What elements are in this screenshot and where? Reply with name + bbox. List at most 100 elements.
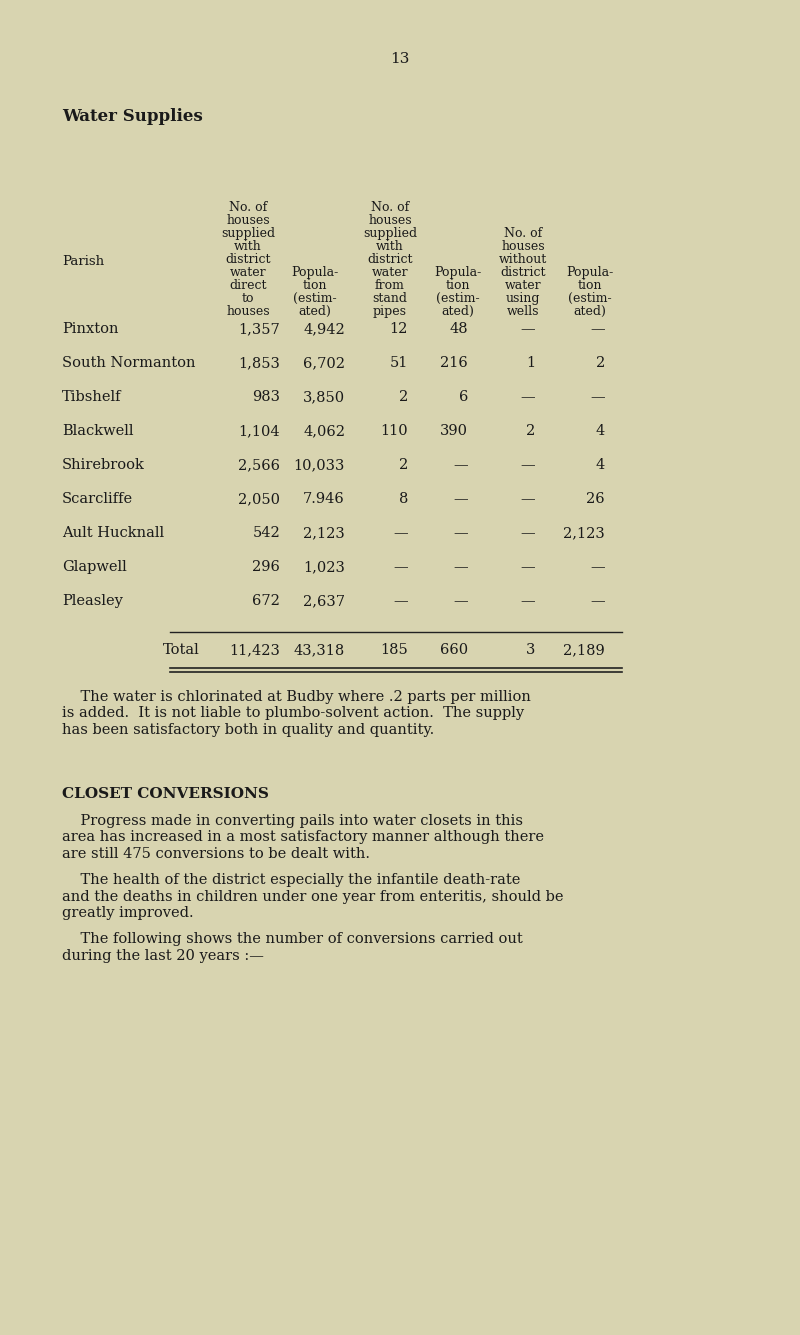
Text: 6: 6: [458, 390, 468, 405]
Text: —: —: [520, 559, 535, 574]
Text: has been satisfactory both in quality and quantity.: has been satisfactory both in quality an…: [62, 724, 434, 737]
Text: 12: 12: [390, 322, 408, 336]
Text: tion: tion: [302, 279, 327, 292]
Text: water: water: [372, 266, 408, 279]
Text: 983: 983: [252, 390, 280, 405]
Text: 2: 2: [596, 356, 605, 370]
Text: 390: 390: [440, 425, 468, 438]
Text: pipes: pipes: [373, 304, 407, 318]
Text: 296: 296: [252, 559, 280, 574]
Text: ated): ated): [574, 304, 606, 318]
Text: 10,033: 10,033: [294, 458, 345, 473]
Text: houses: houses: [226, 214, 270, 227]
Text: —: —: [590, 559, 605, 574]
Text: The water is chlorinated at Budby where .2 parts per million: The water is chlorinated at Budby where …: [62, 690, 531, 704]
Text: supplied: supplied: [363, 227, 417, 240]
Text: Pleasley: Pleasley: [62, 594, 123, 607]
Text: 1,104: 1,104: [238, 425, 280, 438]
Text: 11,423: 11,423: [229, 643, 280, 657]
Text: (estim-: (estim-: [568, 292, 612, 304]
Text: Total: Total: [163, 643, 200, 657]
Text: ated): ated): [442, 304, 474, 318]
Text: water: water: [505, 279, 542, 292]
Text: 3: 3: [526, 643, 535, 657]
Text: houses: houses: [226, 304, 270, 318]
Text: from: from: [375, 279, 405, 292]
Text: stand: stand: [373, 292, 407, 304]
Text: The health of the district especially the infantile death-rate: The health of the district especially th…: [62, 873, 520, 886]
Text: —: —: [454, 458, 468, 473]
Text: 48: 48: [450, 322, 468, 336]
Text: 4: 4: [596, 458, 605, 473]
Text: during the last 20 years :—: during the last 20 years :—: [62, 949, 264, 963]
Text: Glapwell: Glapwell: [62, 559, 126, 574]
Text: 672: 672: [252, 594, 280, 607]
Text: Popula-: Popula-: [291, 266, 338, 279]
Text: CLOSET CONVERSIONS: CLOSET CONVERSIONS: [62, 788, 269, 801]
Text: district: district: [500, 266, 546, 279]
Text: direct: direct: [230, 279, 266, 292]
Text: 2: 2: [398, 390, 408, 405]
Text: 2,123: 2,123: [563, 526, 605, 539]
Text: 2,050: 2,050: [238, 493, 280, 506]
Text: 185: 185: [380, 643, 408, 657]
Text: ated): ated): [298, 304, 331, 318]
Text: The following shows the number of conversions carried out: The following shows the number of conver…: [62, 933, 522, 947]
Text: —: —: [454, 594, 468, 607]
Text: Ault Hucknall: Ault Hucknall: [62, 526, 164, 539]
Text: 7.946: 7.946: [303, 493, 345, 506]
Text: Shirebrook: Shirebrook: [62, 458, 145, 473]
Text: and the deaths in children under one year from enteritis, should be: and the deaths in children under one yea…: [62, 889, 563, 904]
Text: 2,123: 2,123: [303, 526, 345, 539]
Text: district: district: [226, 254, 270, 266]
Text: is added.  It is not liable to plumbo-solvent action.  The supply: is added. It is not liable to plumbo-sol…: [62, 706, 524, 721]
Text: No. of: No. of: [229, 202, 267, 214]
Text: —: —: [520, 458, 535, 473]
Text: are still 475 conversions to be dealt with.: are still 475 conversions to be dealt wi…: [62, 846, 370, 861]
Text: —: —: [394, 559, 408, 574]
Text: —: —: [520, 493, 535, 506]
Text: 8: 8: [398, 493, 408, 506]
Text: —: —: [454, 493, 468, 506]
Text: Blackwell: Blackwell: [62, 425, 134, 438]
Text: Progress made in converting pails into water closets in this: Progress made in converting pails into w…: [62, 813, 523, 828]
Text: —: —: [454, 526, 468, 539]
Text: —: —: [520, 322, 535, 336]
Text: (estim-: (estim-: [293, 292, 337, 304]
Text: —: —: [520, 526, 535, 539]
Text: Water Supplies: Water Supplies: [62, 108, 202, 125]
Text: No. of: No. of: [371, 202, 409, 214]
Text: No. of: No. of: [504, 227, 542, 240]
Text: —: —: [520, 594, 535, 607]
Text: 2: 2: [398, 458, 408, 473]
Text: —: —: [590, 594, 605, 607]
Text: 13: 13: [390, 52, 410, 65]
Text: to: to: [242, 292, 254, 304]
Text: Popula-: Popula-: [566, 266, 614, 279]
Text: —: —: [394, 594, 408, 607]
Text: 6,702: 6,702: [303, 356, 345, 370]
Text: houses: houses: [501, 240, 545, 254]
Text: greatly improved.: greatly improved.: [62, 906, 194, 920]
Text: Scarcliffe: Scarcliffe: [62, 493, 133, 506]
Text: South Normanton: South Normanton: [62, 356, 195, 370]
Text: 51: 51: [390, 356, 408, 370]
Text: using: using: [506, 292, 540, 304]
Text: 660: 660: [440, 643, 468, 657]
Text: 43,318: 43,318: [294, 643, 345, 657]
Text: 2: 2: [526, 425, 535, 438]
Text: 3,850: 3,850: [303, 390, 345, 405]
Text: 4: 4: [596, 425, 605, 438]
Text: 110: 110: [380, 425, 408, 438]
Text: —: —: [590, 322, 605, 336]
Text: supplied: supplied: [221, 227, 275, 240]
Text: without: without: [499, 254, 547, 266]
Text: —: —: [454, 559, 468, 574]
Text: houses: houses: [368, 214, 412, 227]
Text: Tibshelf: Tibshelf: [62, 390, 122, 405]
Text: 2,189: 2,189: [563, 643, 605, 657]
Text: with: with: [234, 240, 262, 254]
Text: Pinxton: Pinxton: [62, 322, 118, 336]
Text: wells: wells: [506, 304, 539, 318]
Text: 216: 216: [440, 356, 468, 370]
